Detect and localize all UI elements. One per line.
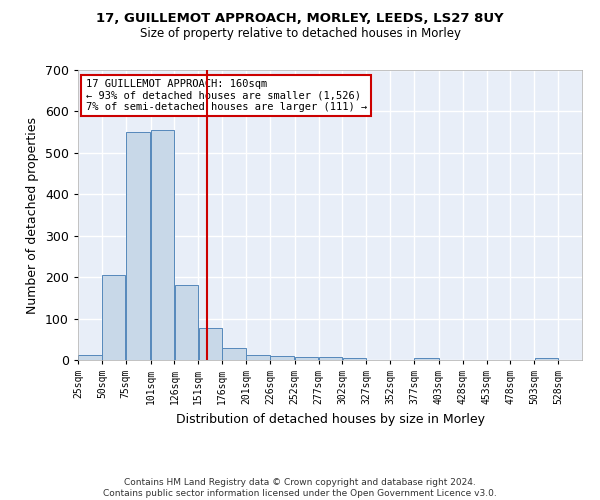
Bar	[199, 328, 222, 360]
Bar	[343, 358, 366, 360]
Bar	[246, 355, 269, 360]
Text: 17, GUILLEMOT APPROACH, MORLEY, LEEDS, LS27 8UY: 17, GUILLEMOT APPROACH, MORLEY, LEEDS, L…	[96, 12, 504, 26]
Bar	[151, 130, 174, 360]
Y-axis label: Number of detached properties: Number of detached properties	[26, 116, 40, 314]
Bar	[175, 286, 198, 360]
Bar	[319, 356, 342, 360]
Bar	[414, 358, 439, 360]
Text: Size of property relative to detached houses in Morley: Size of property relative to detached ho…	[139, 28, 461, 40]
Bar	[223, 348, 246, 360]
Bar	[126, 132, 151, 360]
Bar	[102, 275, 125, 360]
X-axis label: Distribution of detached houses by size in Morley: Distribution of detached houses by size …	[176, 412, 485, 426]
Bar	[295, 356, 319, 360]
Bar	[78, 355, 101, 360]
Text: Contains HM Land Registry data © Crown copyright and database right 2024.
Contai: Contains HM Land Registry data © Crown c…	[103, 478, 497, 498]
Bar	[270, 356, 295, 360]
Text: 17 GUILLEMOT APPROACH: 160sqm
← 93% of detached houses are smaller (1,526)
7% of: 17 GUILLEMOT APPROACH: 160sqm ← 93% of d…	[86, 78, 367, 112]
Bar	[535, 358, 558, 360]
